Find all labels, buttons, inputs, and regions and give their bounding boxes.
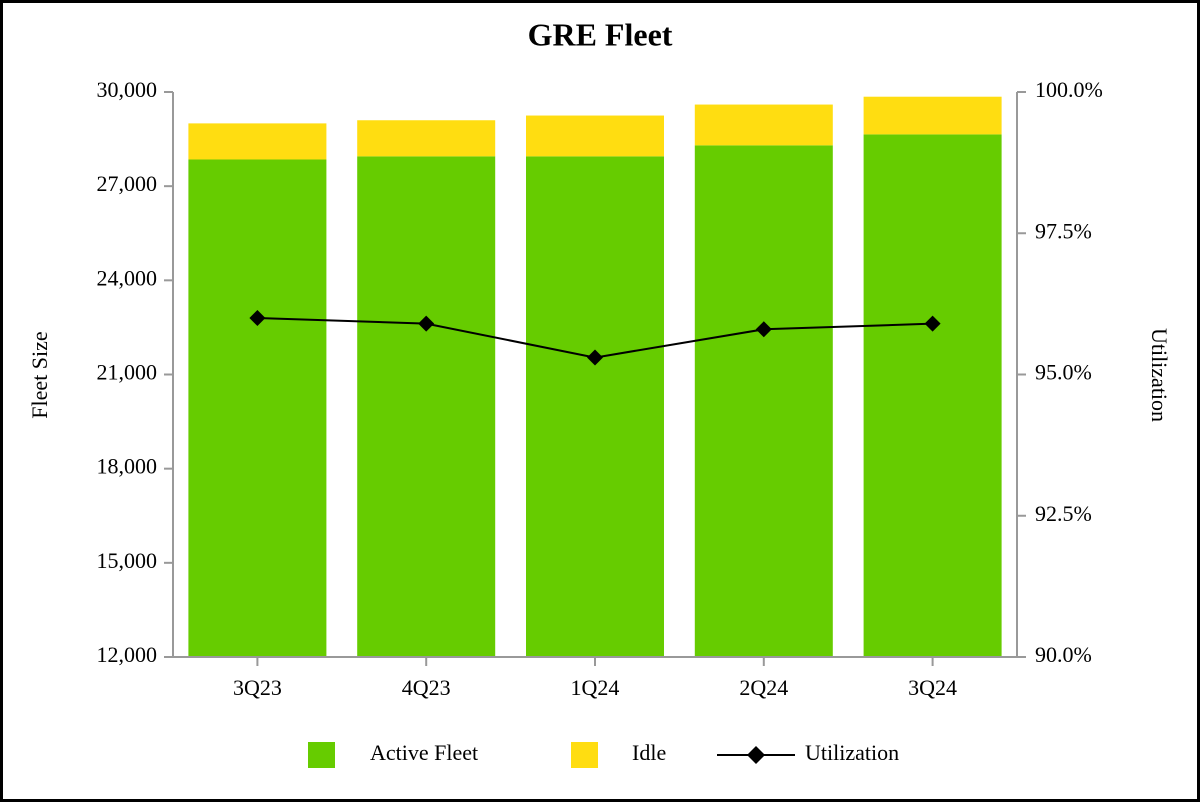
legend-label: Utilization (805, 740, 899, 765)
x-tick-label: 3Q23 (233, 675, 282, 700)
y2-tick-label: 95.0% (1035, 360, 1092, 385)
legend-swatch (571, 742, 598, 768)
bar (526, 115, 664, 157)
y2-axis-title: Utilization (1147, 328, 1172, 422)
y-tick-label: 12,000 (97, 642, 158, 667)
x-tick-label: 4Q23 (402, 675, 451, 700)
bar (357, 120, 496, 157)
y-tick-label: 21,000 (97, 360, 158, 385)
y2-tick-label: 97.5% (1035, 218, 1092, 243)
chart-title: GRE Fleet (528, 16, 673, 52)
y-axis-title: Fleet Size (27, 331, 52, 418)
y2-tick-label: 90.0% (1035, 642, 1092, 667)
y-tick-label: 30,000 (97, 77, 158, 102)
legend-label: Active Fleet (370, 740, 478, 765)
x-tick-label: 2Q24 (739, 675, 788, 700)
legend-marker (747, 746, 765, 764)
legend-swatch (308, 742, 335, 768)
x-tick-label: 1Q24 (571, 675, 620, 700)
y2-tick-label: 92.5% (1035, 501, 1092, 526)
bar (863, 134, 1002, 657)
y2-tick-label: 100.0% (1035, 77, 1103, 102)
line-marker (587, 349, 603, 366)
line-marker (418, 315, 435, 332)
x-tick-label: 3Q24 (908, 675, 957, 700)
line-marker (924, 315, 941, 332)
y-tick-label: 27,000 (97, 171, 158, 196)
y-tick-label: 18,000 (97, 454, 158, 479)
bar (694, 145, 833, 657)
y-tick-label: 15,000 (97, 548, 158, 573)
bar (863, 96, 1002, 135)
line-marker (249, 310, 266, 326)
bar (357, 156, 496, 657)
y-tick-label: 24,000 (97, 265, 158, 290)
bar (188, 159, 327, 657)
bar (526, 156, 664, 657)
legend-label: Idle (632, 740, 666, 765)
line-marker (755, 321, 772, 338)
bar (694, 104, 833, 146)
bar (188, 123, 327, 160)
